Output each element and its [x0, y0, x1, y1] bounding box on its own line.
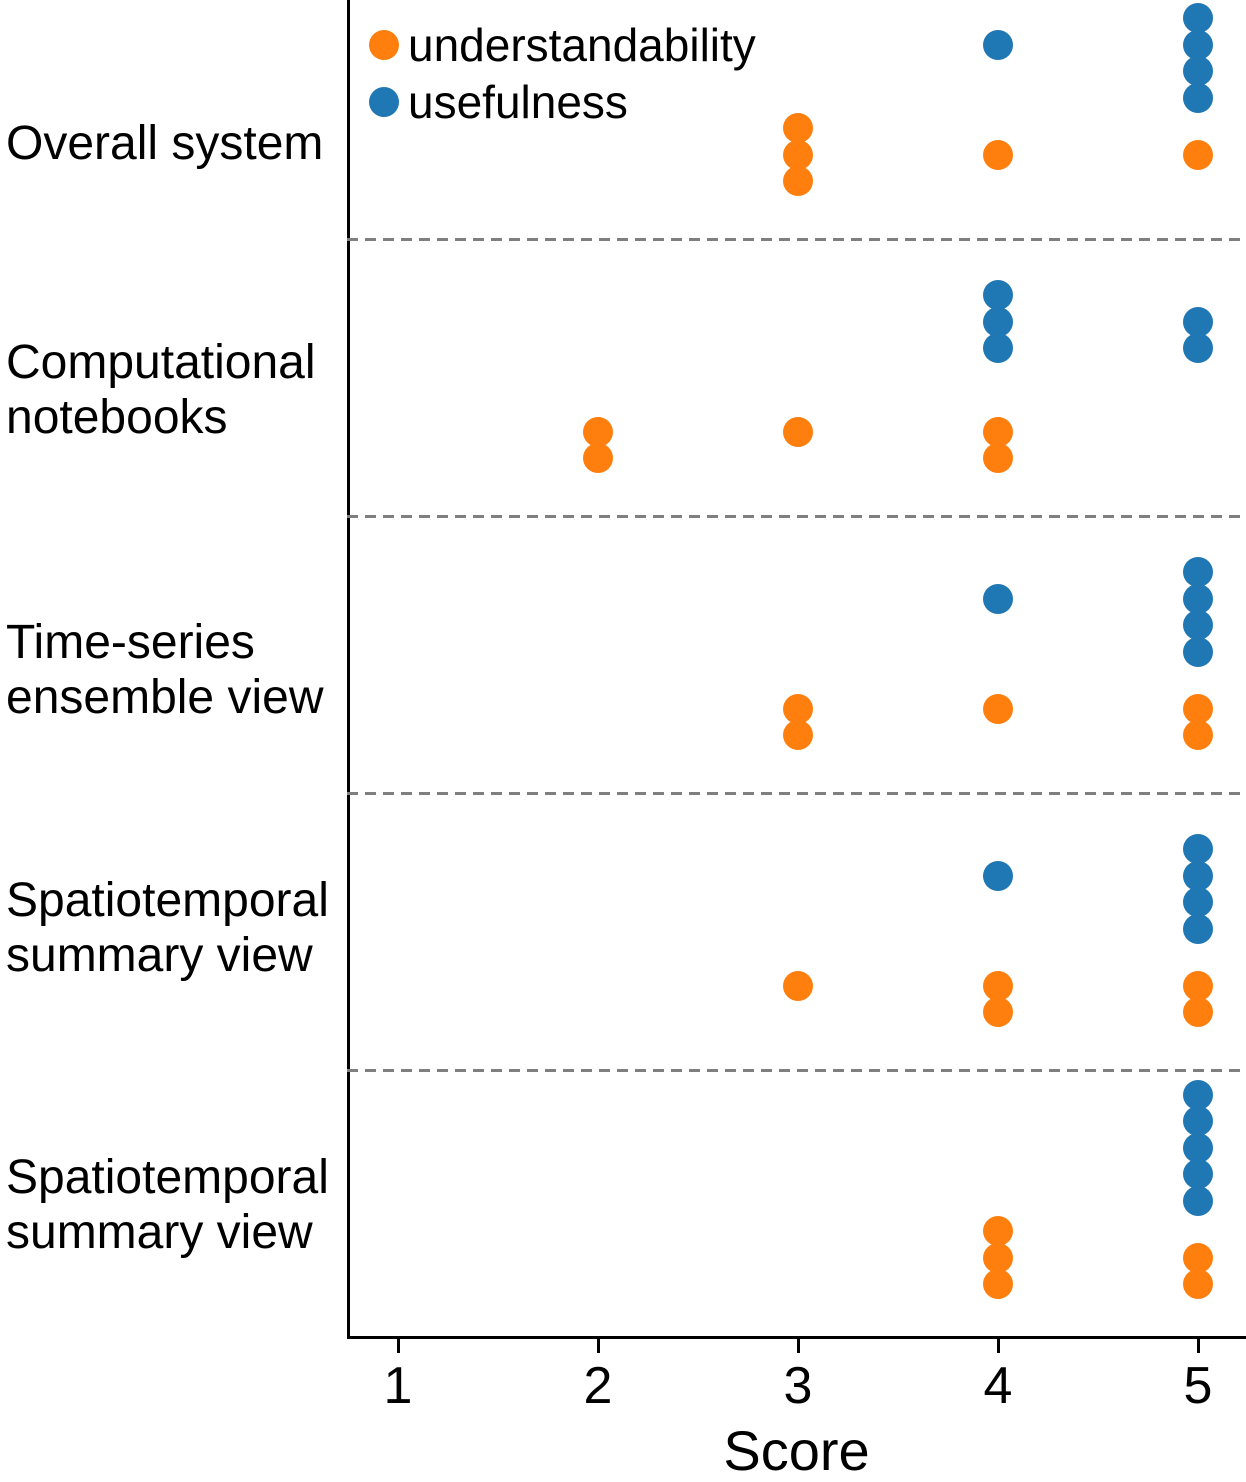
data-dot-usefulness: [983, 860, 1013, 891]
category-label: Spatiotemporal summary view: [6, 874, 329, 982]
data-dot-usefulness: [1183, 3, 1213, 33]
x-tick: [396, 1339, 400, 1353]
x-axis-line: [347, 1336, 1246, 1339]
data-dot-understandability: [983, 139, 1013, 170]
category-label: Spatiotemporal summary view: [6, 1151, 329, 1259]
data-dot-usefulness: [1183, 333, 1213, 363]
data-dot-usefulness: [1183, 82, 1213, 113]
x-tick-label: 3: [783, 1357, 813, 1415]
legend-item-understandability: understandability: [369, 16, 756, 73]
category-label: Overall system: [6, 116, 324, 170]
band-separator: [347, 1069, 1246, 1072]
data-dot-usefulness: [983, 583, 1013, 614]
x-tick: [796, 1339, 800, 1353]
data-dot-usefulness: [1183, 1159, 1213, 1189]
x-tick: [596, 1339, 600, 1353]
data-dot-understandability: [983, 443, 1013, 473]
data-dot-understandability: [983, 997, 1013, 1027]
x-tick: [996, 1339, 1000, 1353]
data-dot-understandability: [1183, 720, 1213, 750]
data-dot-understandability: [1183, 1269, 1213, 1299]
data-dot-usefulness: [983, 333, 1013, 363]
legend-item-usefulness: usefulness: [369, 73, 756, 130]
x-tick-label: 4: [983, 1357, 1013, 1415]
data-dot-usefulness: [1183, 1185, 1213, 1216]
data-dot-understandability: [983, 970, 1013, 1001]
data-dot-understandability: [1183, 139, 1213, 170]
x-tick-label: 5: [1183, 1357, 1213, 1415]
data-dot-understandability: [783, 970, 813, 1001]
data-dot-usefulness: [1183, 557, 1213, 587]
data-dot-understandability: [983, 693, 1013, 724]
band-separator: [347, 792, 1246, 795]
x-axis-title: Score: [723, 1419, 870, 1482]
data-dot-usefulness: [1183, 306, 1213, 337]
band-separator: [347, 515, 1246, 518]
data-dot-usefulness: [983, 29, 1013, 60]
band-separator: [347, 238, 1246, 241]
data-dot-usefulness: [1183, 834, 1213, 864]
data-dot-understandability: [983, 416, 1013, 447]
data-dot-usefulness: [1183, 583, 1213, 614]
data-dot-usefulness: [1183, 913, 1213, 944]
data-dot-understandability: [1183, 997, 1213, 1027]
data-dot-understandability: [583, 443, 613, 473]
category-label: Time-series ensemble view: [6, 616, 324, 724]
understandability-dot-icon: [369, 29, 399, 60]
data-dot-usefulness: [1183, 636, 1213, 667]
data-dot-understandability: [1183, 693, 1213, 724]
usefulness-dot-icon: [369, 86, 399, 117]
data-dot-understandability: [783, 113, 813, 143]
data-dot-usefulness: [983, 306, 1013, 337]
data-dot-usefulness: [1183, 56, 1213, 86]
data-dot-usefulness: [1183, 860, 1213, 891]
data-dot-understandability: [783, 416, 813, 447]
data-dot-understandability: [583, 416, 613, 447]
category-label: Computational notebooks: [6, 336, 316, 444]
y-axis-spine: [347, 0, 350, 1339]
data-dot-usefulness: [1183, 610, 1213, 640]
data-dot-understandability: [783, 693, 813, 724]
data-dot-usefulness: [1183, 887, 1213, 917]
data-dot-usefulness: [983, 280, 1013, 310]
data-dot-understandability: [1183, 1242, 1213, 1273]
x-tick-label: 2: [583, 1357, 613, 1415]
legend: understandability usefulness: [369, 16, 756, 130]
data-dot-understandability: [783, 139, 813, 170]
data-dot-understandability: [1183, 970, 1213, 1001]
data-dot-understandability: [983, 1216, 1013, 1246]
x-tick-label: 1: [383, 1357, 413, 1415]
x-tick: [1196, 1339, 1200, 1353]
data-dot-understandability: [983, 1269, 1013, 1299]
data-dot-usefulness: [1183, 29, 1213, 60]
data-dot-understandability: [983, 1242, 1013, 1273]
data-dot-usefulness: [1183, 1079, 1213, 1110]
data-dot-usefulness: [1183, 1132, 1213, 1163]
data-dot-understandability: [783, 720, 813, 750]
data-dot-usefulness: [1183, 1106, 1213, 1136]
legend-label: understandability: [408, 18, 756, 71]
legend-label: usefulness: [408, 75, 628, 128]
data-dot-understandability: [783, 166, 813, 196]
